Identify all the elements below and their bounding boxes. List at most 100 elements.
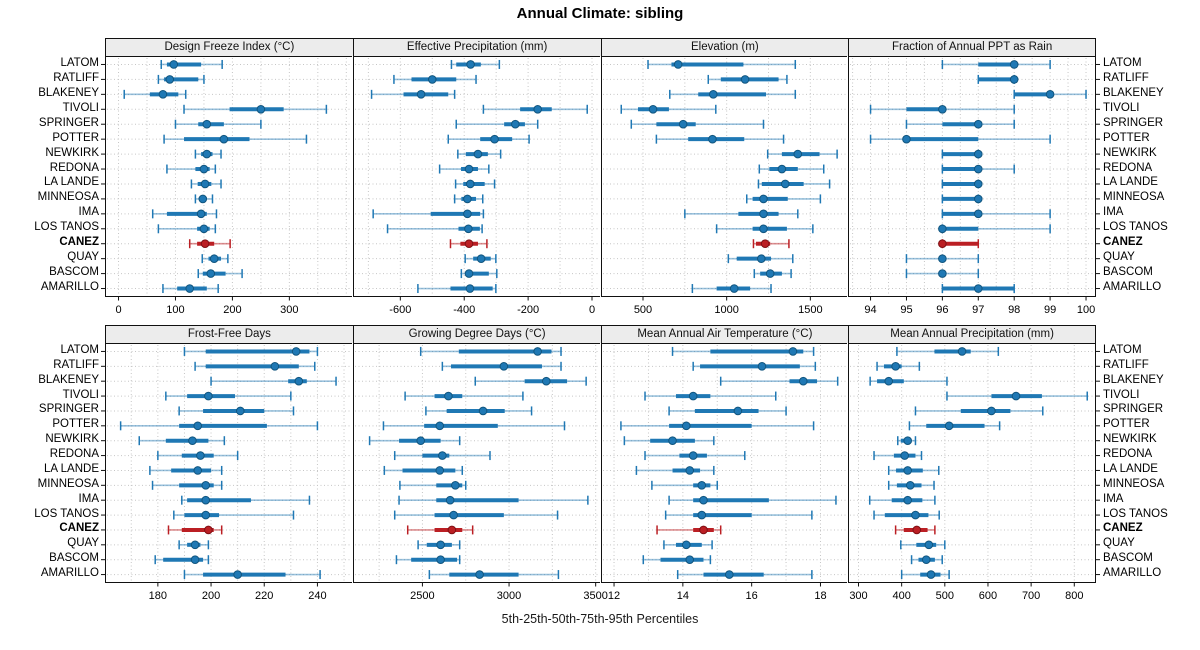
whisker-row-redona [758, 164, 824, 174]
whisker-row-newkirk [623, 436, 715, 446]
whisker-row-ima [181, 495, 311, 505]
x-tick-label: -200 [517, 304, 539, 316]
x-tick-label: 200 [223, 304, 241, 316]
whisker-row-canez [655, 525, 721, 535]
whisker-row-tivoli [404, 391, 524, 401]
station-label-canez: CANEZ [1103, 236, 1143, 249]
whisker-row-potter [447, 134, 530, 144]
station-label-ratliff: RATLIFF [1103, 358, 1149, 371]
x-tick-label: 3500 [583, 590, 607, 602]
panel-plot: 180 200 220 240 [101, 343, 352, 602]
whisker-row-minneosa [194, 194, 214, 204]
whisker-row-latom [450, 59, 500, 69]
whisker-row-la-lande [888, 465, 940, 475]
x-tick-label: 95 [901, 304, 913, 316]
whisker-row-los-tanos [873, 510, 941, 520]
whisker-row-tivoli [946, 391, 1089, 401]
whisker-row-amarillo [183, 570, 321, 580]
whisker-row-amarillo [162, 284, 219, 294]
whisker-row-newkirk [941, 149, 983, 159]
whisker-row-ima [398, 495, 589, 505]
station-label-ratliff: RATLIFF [1103, 71, 1149, 84]
x-tick-label: 500 [633, 304, 651, 316]
station-label-springer: SPRINGER [38, 403, 99, 416]
station-label-quay: QUAY [67, 537, 99, 550]
panel-mean-annual-air-temperature-c: Mean Annual Air Temperature (°C) 12 14 16 18 [600, 325, 849, 602]
whisker-row-minneosa [151, 480, 223, 490]
whisker-row-ratliff [691, 361, 816, 371]
whisker-row-latom [160, 59, 223, 69]
x-tick-label: 400 [893, 590, 911, 602]
station-label-amarillo: AMARILLO [40, 281, 99, 294]
whisker-row-potter [908, 421, 1001, 431]
whisker-row-la-lande [383, 465, 463, 475]
station-label-ima: IMA [78, 206, 99, 219]
station-label-potter: POTTER [52, 418, 99, 431]
x-tick-label: 600 [979, 590, 997, 602]
station-label-ima: IMA [78, 492, 99, 505]
whisker-row-ima [372, 209, 484, 219]
x-tick-label: 1500 [798, 304, 822, 316]
panel-mean-annual-precipitation-mm: Mean Annual Precipitation (mm) 300 400 500 6… [848, 325, 1101, 602]
panel-plot: 94 95 96 97 98 99 100 [848, 56, 1101, 316]
whisker-row-bascom [753, 269, 792, 279]
panel-title: Mean Annual Precipitation (mm) [848, 325, 1096, 343]
station-label-canez: CANEZ [1103, 522, 1143, 535]
whisker-row-potter [119, 421, 319, 431]
x-tick-label: 300 [850, 590, 868, 602]
x-tick-label: 220 [255, 590, 273, 602]
station-label-latom: LATOM [1103, 56, 1142, 69]
whisker-row-amarillo [941, 284, 1016, 294]
whisker-row-bascom [905, 269, 980, 279]
whisker-row-tivoli [619, 104, 717, 114]
whisker-row-springer [630, 119, 764, 129]
station-label-bascom: BASCOM [49, 552, 99, 565]
x-axis-caption: 5th-25th-50th-75th-95th Percentiles [501, 612, 699, 626]
station-label-quay: QUAY [67, 251, 99, 264]
whisker-row-quay [417, 540, 461, 550]
x-tick-label: 12 [607, 590, 619, 602]
station-label-bascom: BASCOM [49, 266, 99, 279]
panel-plot: 12 14 16 18 [600, 343, 848, 602]
station-label-springer: SPRINGER [1103, 403, 1164, 416]
whisker-row-latom [896, 346, 1000, 356]
panel-elevation-m: Elevation (m) 500 1000 1500 [600, 38, 849, 316]
x-tick-label: 100 [1077, 304, 1095, 316]
station-label-latom: LATOM [60, 343, 99, 356]
station-label-newkirk: NEWKIRK [1103, 433, 1157, 446]
whisker-row-minneosa [650, 480, 718, 490]
whisker-row-latom [419, 346, 562, 356]
panel-title: Growing Degree Days (°C) [352, 325, 601, 343]
whisker-row-tivoli [870, 104, 1016, 114]
station-label-quay: QUAY [1103, 251, 1135, 264]
station-label-newkirk: NEWKIRK [45, 433, 99, 446]
x-tick-label: 240 [308, 590, 326, 602]
whisker-row-canez [406, 525, 474, 535]
station-label-redona: REDONA [1103, 161, 1153, 174]
station-label-minneosa: MINNEOSA [37, 191, 99, 204]
whisker-row-ratliff [392, 74, 477, 84]
whisker-row-springer [914, 406, 1044, 416]
whisker-row-blakeney [719, 376, 838, 386]
station-label-ima: IMA [1103, 206, 1124, 219]
x-tick-label: -400 [453, 304, 475, 316]
whisker-row-ima [869, 495, 936, 505]
panel-plot: 2500 3000 3500 [352, 343, 608, 602]
x-tick-label: 2500 [410, 590, 434, 602]
station-label-ima: IMA [1103, 492, 1124, 505]
station-label-blakeney: BLAKENEY [38, 373, 99, 386]
x-tick-label: 18 [814, 590, 826, 602]
x-tick-label: 180 [149, 590, 167, 602]
whisker-row-la-lande [757, 179, 830, 189]
x-tick-label: 99 [1044, 304, 1056, 316]
whisker-row-bascom [642, 555, 711, 565]
whisker-row-los-tanos [386, 224, 483, 234]
whisker-row-canez [938, 239, 980, 249]
plot-title: Annual Climate: sibling [516, 5, 684, 22]
whisker-row-redona [166, 164, 217, 174]
panel-title: Effective Precipitation (mm) [352, 38, 601, 56]
x-tick-label: 14 [676, 590, 688, 602]
station-label-redona: REDONA [49, 448, 99, 461]
whisker-row-redona [643, 451, 746, 461]
station-label-ratliff: RATLIFF [53, 71, 99, 84]
